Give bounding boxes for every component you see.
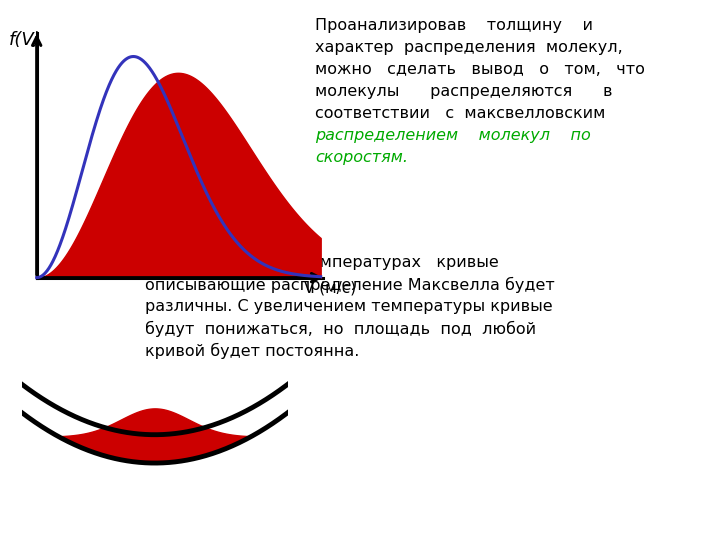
Text: будут  понижаться,  но  площадь  под  любой: будут понижаться, но площадь под любой: [145, 321, 536, 337]
Text: описывающие распределение Максвелла будет: описывающие распределение Максвелла буде…: [145, 277, 554, 293]
Text: соответствии   с  максвелловским: соответствии с максвелловским: [315, 106, 606, 121]
Text: f(V): f(V): [9, 31, 41, 49]
Text: можно   сделать   вывод   о   том,   что: можно сделать вывод о том, что: [315, 62, 645, 77]
Text: молекулы      распределяются      в: молекулы распределяются в: [315, 84, 613, 99]
Text: характер  распределения  молекул,: характер распределения молекул,: [315, 40, 623, 55]
Text: кривой будет постоянна.: кривой будет постоянна.: [145, 343, 359, 359]
Text: V (м/с): V (м/с): [304, 281, 356, 295]
Text: При   различных   температурах   кривые: При различных температурах кривые: [145, 255, 499, 270]
Text: различны. С увеличением температуры кривые: различны. С увеличением температуры крив…: [145, 299, 553, 314]
Text: Проанализировав    толщину    и: Проанализировав толщину и: [315, 18, 593, 33]
Text: распределением    молекул    по: распределением молекул по: [315, 128, 590, 143]
Text: скоростям.: скоростям.: [315, 150, 408, 165]
